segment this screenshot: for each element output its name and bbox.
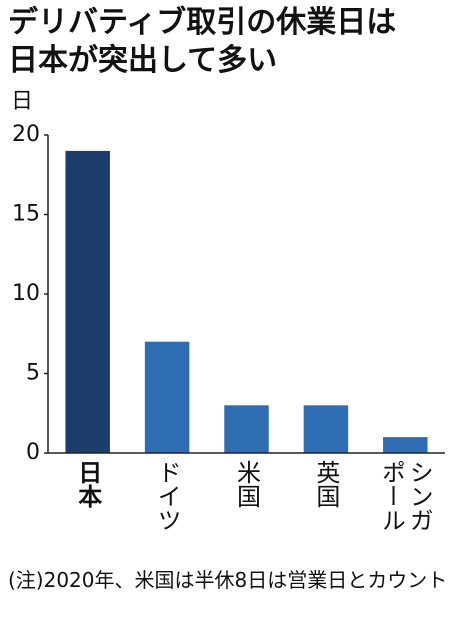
y-tick-label: 5 (26, 361, 40, 386)
x-tick-label: シンガポール (377, 460, 434, 532)
bar (144, 341, 190, 453)
y-tick-label: 15 (12, 202, 40, 227)
y-tick-label: 0 (26, 440, 40, 465)
y-tick-label: 10 (12, 281, 40, 306)
bar (224, 405, 269, 453)
y-tick-label: 20 (12, 122, 40, 147)
x-tick-label: ドイツ (153, 460, 182, 532)
bar (383, 437, 428, 453)
x-tick-label: 米国 (232, 460, 261, 508)
bar (303, 405, 349, 453)
x-tick-label: 英国 (311, 460, 340, 508)
note: (注)2020年、米国は半休8日は営業日とカウント (8, 568, 448, 592)
bar (65, 150, 110, 453)
title-line: デリバティブ取引の休業日は (8, 5, 397, 40)
x-tick-label: 日本 (73, 460, 102, 508)
y-axis-label: 日 (11, 89, 33, 114)
title: デリバティブ取引の休業日は 日本が突出して多い (8, 4, 396, 80)
title-line: 日本が突出して多い (8, 43, 278, 78)
